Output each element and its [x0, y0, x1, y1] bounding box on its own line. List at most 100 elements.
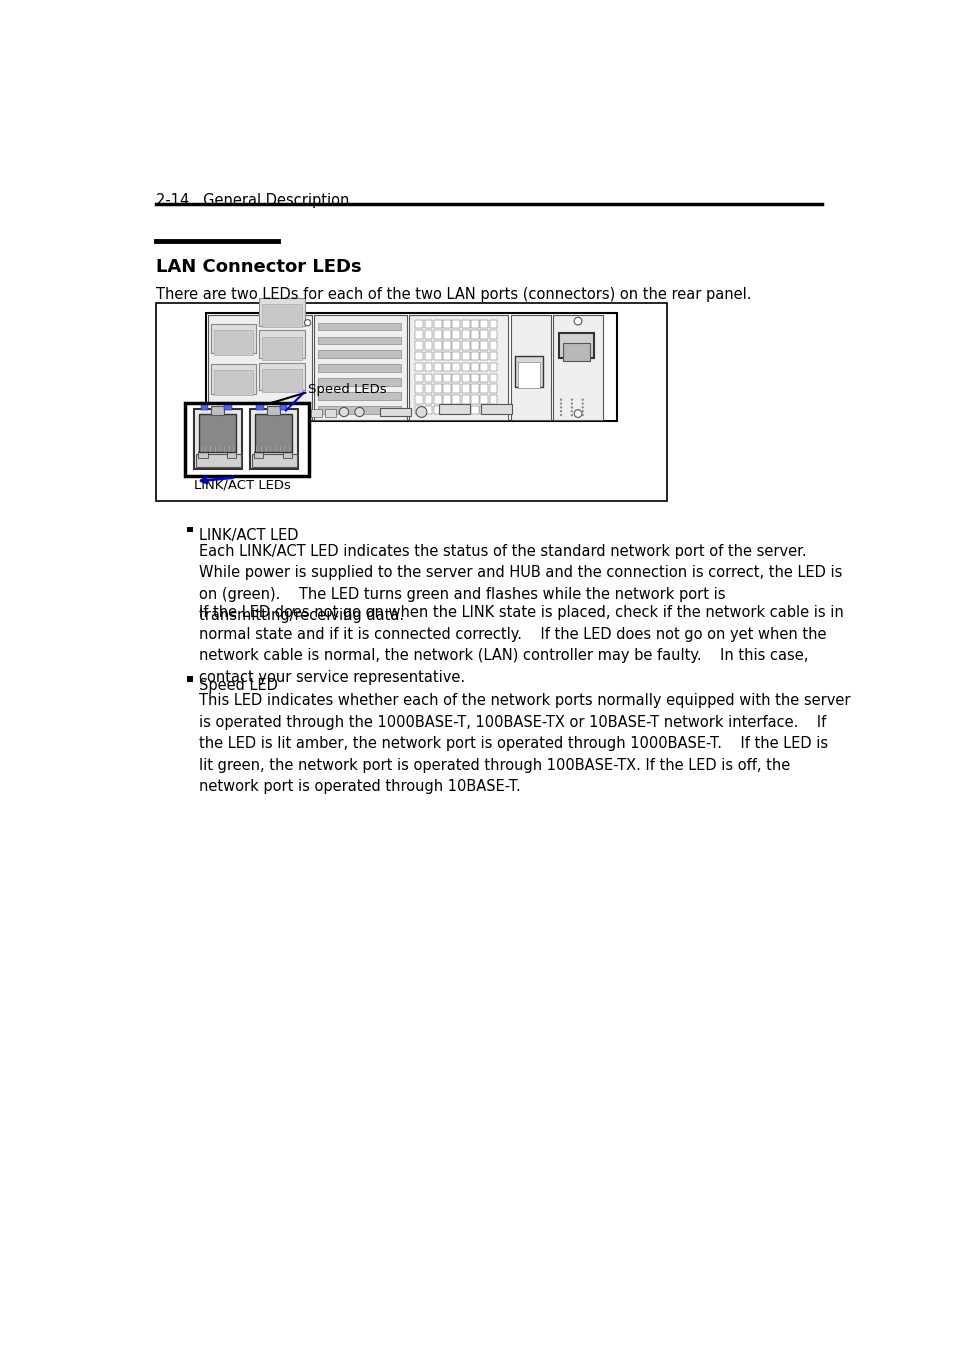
Bar	[208, 315, 312, 419]
Bar	[452, 352, 459, 360]
Bar	[258, 363, 305, 391]
Bar	[452, 341, 459, 349]
Bar	[438, 403, 469, 414]
Bar	[424, 363, 432, 371]
Bar	[461, 373, 469, 381]
Bar	[311, 408, 322, 417]
Bar	[461, 395, 469, 403]
Bar	[480, 352, 488, 360]
Bar	[155, 303, 666, 501]
Text: Speed LED: Speed LED	[199, 678, 277, 693]
Circle shape	[304, 319, 311, 326]
Bar	[461, 384, 469, 392]
Bar	[480, 319, 488, 328]
Bar	[213, 371, 253, 395]
Bar	[195, 453, 241, 468]
Bar	[261, 369, 302, 392]
Bar	[461, 352, 469, 360]
Bar	[489, 406, 497, 414]
Circle shape	[559, 414, 561, 417]
Bar	[415, 373, 422, 381]
Bar	[254, 414, 292, 452]
Bar	[489, 384, 497, 392]
Bar	[282, 450, 292, 458]
Bar	[489, 319, 497, 328]
Bar	[443, 384, 451, 392]
Bar	[232, 406, 249, 415]
Bar	[517, 363, 539, 388]
Bar	[258, 406, 273, 417]
Bar	[443, 395, 451, 403]
Bar	[424, 319, 432, 328]
Bar	[471, 373, 478, 381]
Bar	[415, 363, 422, 371]
Bar	[461, 319, 469, 328]
Bar	[471, 363, 478, 371]
Bar	[213, 330, 253, 355]
Bar	[515, 356, 542, 387]
Bar	[318, 392, 400, 400]
Bar	[318, 379, 400, 386]
Bar	[415, 330, 422, 338]
Bar	[211, 364, 255, 394]
Bar	[318, 337, 400, 344]
Bar	[415, 406, 422, 414]
Bar	[434, 352, 441, 360]
Bar	[314, 315, 406, 419]
Circle shape	[570, 399, 573, 400]
Bar	[415, 395, 422, 403]
Bar	[434, 363, 441, 371]
Bar	[562, 344, 589, 361]
Bar	[452, 373, 459, 381]
Bar	[443, 406, 451, 414]
Circle shape	[559, 410, 561, 412]
Bar	[452, 384, 459, 392]
Circle shape	[570, 403, 573, 404]
Circle shape	[559, 399, 561, 400]
Bar	[185, 403, 309, 476]
Bar	[489, 395, 497, 403]
Bar	[558, 333, 593, 359]
Bar	[461, 330, 469, 338]
Bar	[267, 406, 279, 415]
Bar	[424, 330, 432, 338]
Circle shape	[570, 414, 573, 417]
Bar	[489, 341, 497, 349]
Circle shape	[574, 410, 581, 418]
Bar	[415, 352, 422, 360]
Text: There are two LEDs for each of the two LAN ports (connectors) on the rear panel.: There are two LEDs for each of the two L…	[155, 287, 750, 302]
Bar	[489, 363, 497, 371]
Bar	[253, 450, 263, 458]
Bar	[409, 315, 508, 419]
Text: LAN Connector LEDs: LAN Connector LEDs	[155, 257, 361, 276]
Text: Each LINK/ACT LED indicates the status of the standard network port of the serve: Each LINK/ACT LED indicates the status o…	[199, 543, 841, 624]
Bar	[379, 408, 410, 417]
Bar	[424, 352, 432, 360]
Bar	[471, 330, 478, 338]
Bar	[471, 395, 478, 403]
Circle shape	[581, 399, 583, 400]
Bar	[510, 315, 550, 419]
Bar	[553, 315, 602, 419]
Bar	[279, 406, 287, 410]
Bar	[480, 384, 488, 392]
Bar	[210, 406, 227, 415]
Text: Speed LEDs: Speed LEDs	[307, 383, 386, 396]
Bar	[443, 319, 451, 328]
Text: LINK/ACT LED: LINK/ACT LED	[199, 528, 298, 543]
Circle shape	[581, 403, 583, 404]
Bar	[471, 406, 478, 414]
Bar	[200, 406, 208, 410]
Circle shape	[581, 406, 583, 408]
Bar	[434, 373, 441, 381]
Bar	[452, 330, 459, 338]
Bar	[480, 330, 488, 338]
Bar	[461, 341, 469, 349]
Text: LINK/ACT LEDs: LINK/ACT LEDs	[193, 479, 291, 491]
Bar	[443, 330, 451, 338]
Bar	[211, 325, 255, 353]
Bar	[434, 330, 441, 338]
Bar	[187, 677, 193, 682]
Bar	[206, 314, 617, 421]
Bar	[461, 406, 469, 414]
